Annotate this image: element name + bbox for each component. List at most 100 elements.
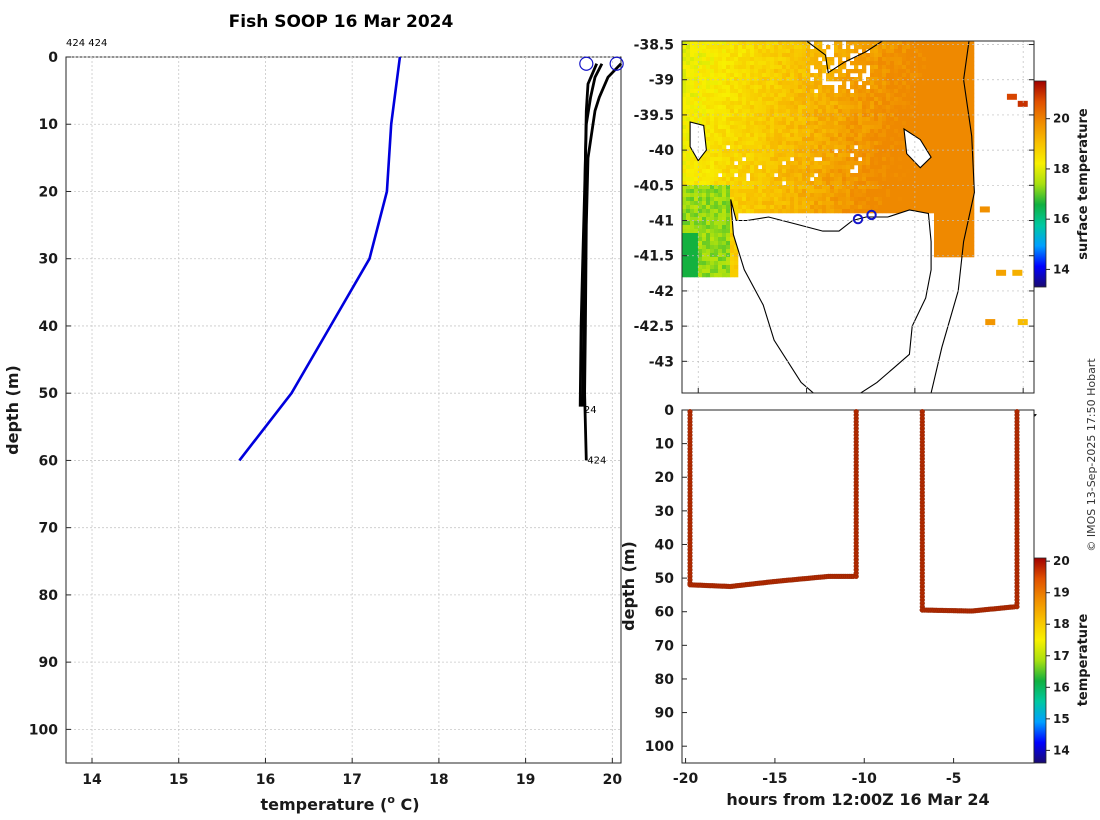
sst-cell (766, 105, 771, 110)
sst-cell (962, 217, 967, 222)
sst-cell (874, 65, 879, 70)
sst-cell (866, 89, 871, 94)
sst-cell (682, 197, 687, 202)
sst-cell (818, 105, 823, 110)
sst-cell (770, 189, 775, 194)
map-ytick-label: -43 (649, 354, 674, 370)
map-colorbar-tick-label: 16 (1053, 212, 1070, 226)
sst-cell (786, 185, 791, 190)
sst-cell (774, 77, 779, 82)
sst-cell (810, 141, 815, 146)
sst-cell (938, 141, 943, 146)
sst-cell (930, 177, 935, 182)
sst-cell (722, 245, 727, 250)
sst-cell (870, 77, 875, 82)
sst-cell (950, 193, 955, 198)
sst-cell (814, 97, 819, 102)
sst-cell (726, 173, 731, 178)
sst-cell (838, 89, 843, 94)
sst-cell (878, 193, 883, 198)
sst-cell (718, 121, 723, 126)
sst-cell (722, 241, 727, 246)
sst-cell (682, 149, 687, 154)
sst-cell (958, 121, 963, 126)
sst-cell (858, 181, 863, 186)
sst-cell (922, 97, 927, 102)
sst-cell (742, 165, 747, 170)
sst-cell (714, 77, 719, 82)
sst-cell (698, 189, 703, 194)
sst-cell (686, 233, 691, 238)
sst-cell (734, 89, 739, 94)
sst-cell (762, 185, 767, 190)
sst-cell (970, 81, 975, 86)
sst-cell (926, 197, 931, 202)
sst-cell (930, 209, 935, 214)
sst-cell (806, 125, 811, 130)
sst-cell (934, 233, 939, 238)
sst-cell (702, 269, 707, 274)
sst-cell (798, 201, 803, 206)
sst-cell (770, 53, 775, 58)
sst-cell (906, 81, 911, 86)
sst-cell (706, 105, 711, 110)
sst-cell (882, 181, 887, 186)
sst-cell (702, 273, 707, 278)
sst-cell (934, 45, 939, 50)
sst-cell (698, 165, 703, 170)
sst-cell (774, 125, 779, 130)
sst-cell (814, 185, 819, 190)
sst-cell (934, 93, 939, 98)
sst-cell (902, 113, 907, 118)
sst-cell (730, 97, 735, 102)
sst-cell (966, 121, 971, 126)
sst-cell (954, 249, 959, 254)
sst-cell (710, 205, 715, 210)
sst-cell (938, 185, 943, 190)
sst-cell (822, 161, 827, 166)
sst-cell (830, 161, 835, 166)
sst-cell (738, 153, 743, 158)
sst-cell (706, 49, 711, 54)
sst-cell (850, 173, 855, 178)
sst-cell (790, 181, 795, 186)
sst-cell (894, 201, 899, 206)
sst-cell (694, 93, 699, 98)
sst-cell (958, 117, 963, 122)
sst-cell (938, 81, 943, 86)
sst-cell (930, 141, 935, 146)
sst-cell (714, 41, 719, 46)
sst-cell (870, 173, 875, 178)
sst-cell (718, 229, 723, 234)
sst-cell (774, 165, 779, 170)
sst-cell (846, 93, 851, 98)
sst-cell (826, 153, 831, 158)
sst-cell (950, 41, 955, 46)
sst-cell (734, 149, 739, 154)
sst-cell (970, 129, 975, 134)
sst-cell (794, 53, 799, 58)
sst-cell (774, 85, 779, 90)
sst-cell (738, 137, 743, 142)
sst-cell (854, 141, 859, 146)
sst-cell (870, 125, 875, 130)
sst-cell (690, 53, 695, 58)
sst-cell (898, 117, 903, 122)
sst-cell (814, 137, 819, 142)
sst-cell (742, 81, 747, 86)
sst-cell (810, 121, 815, 126)
sst-cell (886, 69, 891, 74)
sst-cell (842, 81, 847, 86)
sst-cell (962, 93, 967, 98)
sst-cell (810, 185, 815, 190)
sst-cell (954, 121, 959, 126)
sst-cell (758, 113, 763, 118)
sst-cell (746, 137, 751, 142)
sst-cell (718, 53, 723, 58)
sst-cell (898, 45, 903, 50)
sst-cell (866, 169, 871, 174)
sst-cell (790, 89, 795, 94)
sst-cell (842, 89, 847, 94)
section-xtick-label: -10 (852, 771, 878, 787)
sst-cell (862, 209, 867, 214)
